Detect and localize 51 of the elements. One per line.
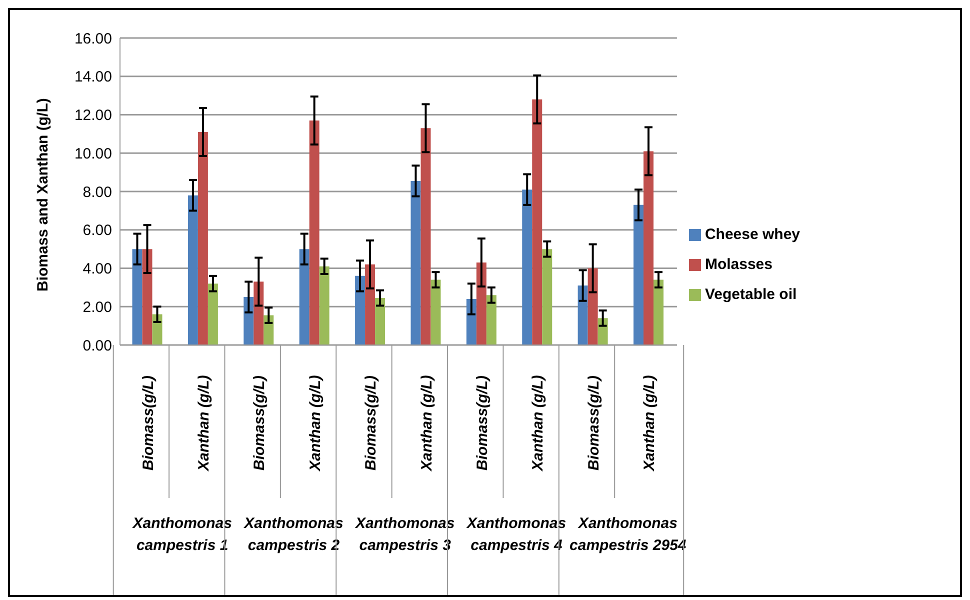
bar	[466, 298, 476, 345]
x-tick-label: Xanthan (g/L)	[306, 375, 324, 472]
bar	[486, 295, 496, 345]
bar	[588, 268, 598, 345]
y-tick-label: 8.00	[82, 184, 112, 201]
legend-label: Vegetable oil	[704, 286, 797, 303]
bar	[654, 280, 664, 345]
bar	[430, 280, 441, 345]
bar	[375, 298, 386, 345]
y-tick-label: 6.00	[82, 222, 112, 240]
legend-label: Cheese whey	[704, 226, 800, 243]
x-tick-label: Xanthan (g/L)	[530, 375, 547, 472]
bar	[142, 249, 152, 345]
x-tick-label: Xanthan (g/L)	[641, 375, 658, 472]
x-tick-label: Xanthan (g/L)	[196, 375, 213, 472]
bar	[476, 262, 486, 345]
bar	[208, 284, 218, 345]
y-tick-label: 0.00	[82, 337, 112, 354]
y-tick-label: 10.00	[74, 145, 112, 162]
y-tick-label: 12.00	[74, 107, 112, 124]
bar	[542, 249, 552, 345]
bar	[644, 151, 654, 345]
x-tick-label: Biomass(g/L)	[362, 375, 380, 471]
bar	[309, 120, 320, 345]
y-tick-label: 14.00	[74, 68, 112, 86]
text: Xanthomonas campestris 2954	[570, 515, 687, 554]
bar	[188, 195, 198, 345]
bar	[152, 314, 162, 345]
y-tick-label: 2.00	[82, 298, 112, 316]
bar	[365, 264, 376, 345]
bar	[532, 99, 542, 345]
bar	[244, 297, 254, 345]
x-tick-label: Biomass(g/L)	[251, 375, 268, 471]
bar	[410, 180, 421, 345]
x-tick-label: Biomass(g/L)	[474, 375, 492, 471]
y-axis-title: Biomass and Xanthan (g/L)	[34, 98, 52, 292]
bar	[132, 249, 142, 345]
bar	[578, 286, 588, 345]
bar	[198, 132, 208, 345]
bar	[634, 204, 644, 345]
legend-label: Molasses	[704, 256, 772, 273]
x-tick-label: Biomass(g/L)	[140, 375, 157, 471]
bar	[522, 190, 532, 345]
x-tick-label: Xanthan (g/L)	[418, 375, 436, 472]
bar	[355, 276, 366, 345]
x-tick-label: Biomass(g/L)	[585, 375, 602, 471]
y-tick-label: 4.00	[82, 260, 112, 278]
bar	[299, 249, 310, 345]
bar	[420, 128, 431, 345]
bar	[319, 266, 330, 345]
y-tick-label: 16.00	[74, 30, 112, 48]
